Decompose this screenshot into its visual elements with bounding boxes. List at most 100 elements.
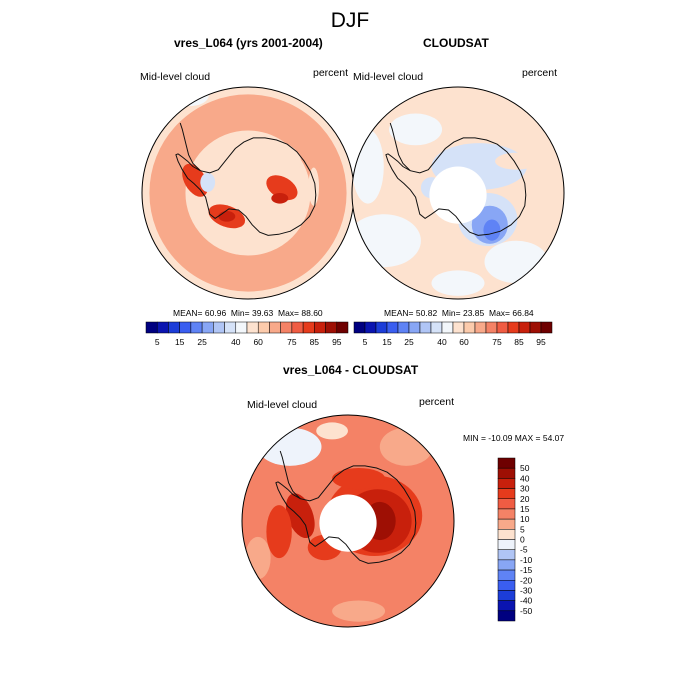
panel3-field-cell-2 — [316, 422, 348, 440]
panel2-variable-label: Mid-level cloud — [353, 71, 424, 83]
panel1-peninsula-coast — [179, 122, 201, 172]
panel3-field-cell-11 — [332, 468, 386, 490]
panel3-colorbar-tick-4: 15 — [520, 504, 530, 514]
panel1-colorbar-tick-4: 60 — [253, 337, 263, 347]
panel2-colorbar-tick-5: 75 — [492, 337, 502, 347]
panel2-colorbar-box-14 — [507, 321, 520, 334]
panel1-max: 88.60 — [301, 308, 323, 318]
panel3-colorbar-box-3 — [497, 488, 516, 499]
panel1-title: vres_L064 (yrs 2001-2004) — [174, 36, 323, 50]
panel2-colorbar-box-12 — [485, 321, 498, 334]
panel3-colorbar-box-15 — [497, 610, 516, 622]
panel3-map-outline — [241, 414, 455, 628]
panel1-colorbar-box-2 — [168, 321, 180, 334]
panel3-colorbar-box-8 — [497, 539, 516, 550]
panel2-field-cell-11 — [495, 152, 538, 170]
panel3-colorbar-box-7 — [497, 529, 516, 540]
panel3-colorbar-tick-5: 10 — [520, 514, 530, 524]
panel2-colorbar-tick-2: 25 — [404, 337, 414, 347]
panel1-colorbar-tick-0: 5 — [155, 337, 160, 347]
panel1-colorbar-box-1 — [156, 321, 169, 334]
panel1-mean: 60.96 — [204, 308, 227, 318]
panel2-colorbar-box-13 — [496, 321, 509, 334]
panel1-colorbar-box-6 — [213, 321, 225, 334]
panel3-colorbar-tick-0: 50 — [520, 463, 530, 473]
panel2-colorbar-box-17 — [540, 321, 553, 334]
panel2-field-cell-4 — [431, 270, 485, 296]
panel2-field — [352, 87, 564, 299]
panel3-colorbar-tick-1: 40 — [520, 473, 530, 483]
panel1-colorbar-box-8 — [235, 321, 248, 334]
panel3-colorbar-box-9 — [497, 549, 516, 561]
panel2-colorbar-tick-1: 15 — [382, 337, 392, 347]
panel1-field-cell-13 — [308, 167, 320, 206]
panel2-field-cell-2 — [352, 129, 384, 204]
panel3-colorbar-box-10 — [497, 559, 516, 571]
panel3-colorbar-box-11 — [497, 569, 516, 581]
panel1-field-ring-1 — [149, 94, 347, 292]
panel1-field-cell-10 — [271, 193, 289, 204]
panel3-colorbar-tick-14: -50 — [520, 606, 533, 616]
panel1-colorbar-box-0 — [145, 321, 158, 334]
panel3-colorbar-box-2 — [497, 478, 516, 489]
panel2-colorbar-box-2 — [375, 321, 388, 334]
panel3-colorbar-box-6 — [497, 518, 516, 530]
panel1-colorbar-box-14 — [302, 321, 315, 334]
panel1-field-cell-9 — [266, 175, 298, 201]
panel2-units-label: percent — [522, 67, 558, 79]
panel3-field-cell-5 — [332, 600, 386, 622]
panel3-field-cell-3 — [379, 427, 433, 466]
panel2-mean: 50.82 — [415, 308, 438, 318]
main-title: DJF — [330, 9, 370, 32]
panel3-no-data-hole — [319, 494, 377, 552]
panel3-colorbar-box-5 — [497, 508, 516, 520]
panel3-colorbar-box-1 — [497, 467, 516, 479]
panel1-colorbar-box-16 — [325, 321, 338, 334]
panel3-colorbar-box-14 — [497, 600, 516, 612]
panel1-coastline — [175, 137, 317, 236]
panel1-colorbar-box-4 — [190, 321, 203, 334]
panel2-colorbar-tick-0: 5 — [363, 337, 368, 347]
panel3-colorbar-tick-10: -15 — [520, 565, 533, 575]
panel1-units-label: percent — [313, 67, 349, 79]
panel2-colorbar-box-1 — [364, 321, 377, 334]
panel1-colorbar-tick-7: 95 — [332, 337, 342, 347]
panel2-colorbar-tick-4: 60 — [459, 337, 469, 347]
panel2-colorbar-box-9 — [452, 321, 465, 334]
panel2-colorbar-box-10 — [463, 321, 476, 334]
panel2-field-cell-1 — [352, 214, 421, 268]
panel1-colorbar-box-9 — [246, 321, 259, 334]
panel2-colorbar-box-5 — [408, 321, 421, 334]
panel2-max: 66.84 — [512, 308, 534, 318]
panel2-colorbar-box-15 — [518, 321, 531, 334]
panel1-colorbar-box-5 — [201, 321, 214, 334]
panel1-colorbar-box-11 — [269, 321, 281, 334]
panel3-field-cell-9 — [285, 493, 315, 539]
panel3-variable-label: Mid-level cloud — [247, 399, 318, 411]
panel3-field-cell-12 — [266, 505, 292, 559]
panel2-colorbar-tick-3: 40 — [437, 337, 447, 347]
panel2-colorbar-box-6 — [419, 321, 432, 334]
panel3-colorbar-box-0 — [497, 457, 516, 469]
panel2-colorbar-box-3 — [386, 321, 399, 334]
panel2-colorbar-box-7 — [430, 321, 443, 334]
panel1-colorbar-box-13 — [291, 321, 304, 334]
panel2-field-cell-5 — [389, 113, 443, 146]
panel3-colorbar-box-4 — [497, 498, 516, 510]
panel2-stats: MEAN= 50.82 Min= 23.85 Max= 66.84 — [384, 308, 534, 318]
panel2-title: CLOUDSAT — [423, 36, 489, 50]
panel1-colorbar-box-12 — [280, 321, 293, 334]
panel2-colorbar-box-11 — [474, 321, 487, 334]
panel3-colorbar-tick-7: 0 — [520, 535, 525, 545]
panel1-colorbar-box-15 — [314, 321, 326, 334]
panel3-colorbar-tick-11: -20 — [520, 575, 533, 585]
panel2-colorbar-tick-6: 85 — [514, 337, 524, 347]
panel3-title: vres_L064 - CLOUDSAT — [283, 363, 419, 377]
panel1-field-cell-12 — [200, 172, 216, 192]
panel3-field-cell-1 — [257, 427, 322, 466]
panel1-colorbar-tick-5: 75 — [287, 337, 297, 347]
panel3-colorbar-box-13 — [497, 590, 516, 601]
panel1-colorbar-box-3 — [179, 321, 192, 334]
